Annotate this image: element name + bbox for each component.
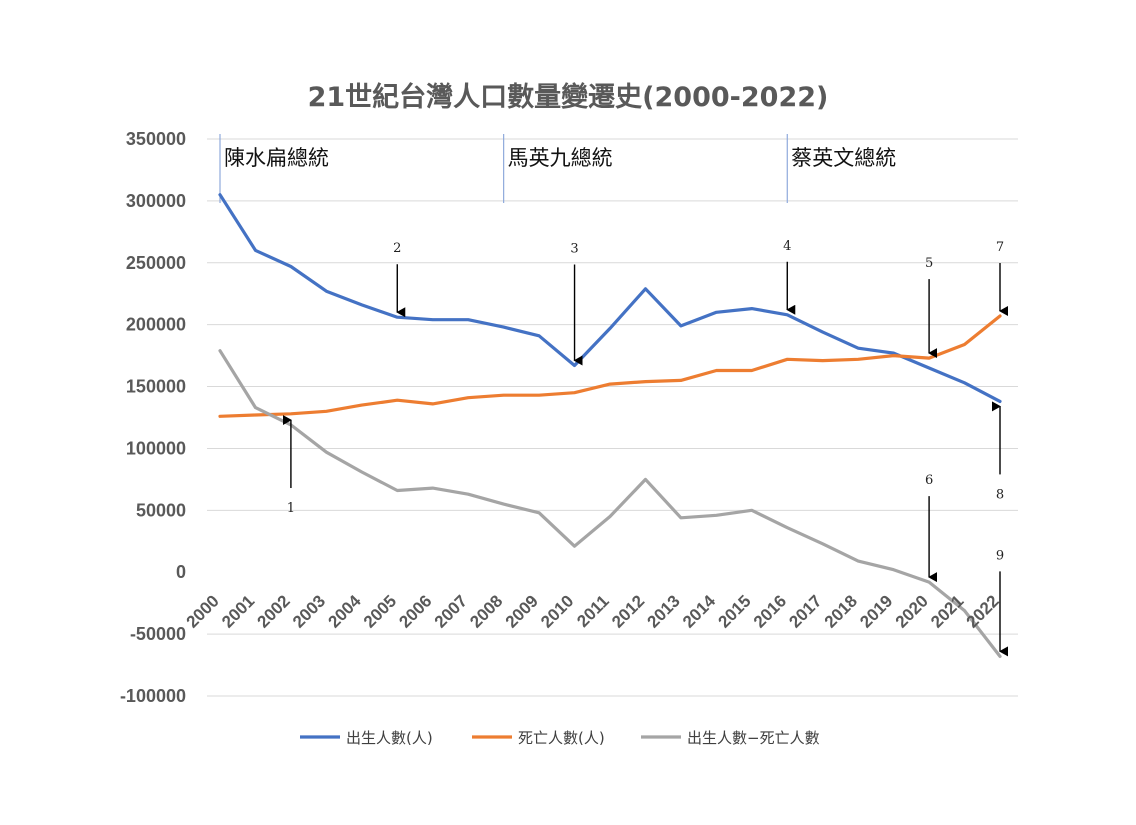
legend-label: 出生人數−死亡人數 <box>687 729 820 747</box>
series-line <box>218 193 1002 403</box>
x-tick-label: 2013 <box>644 591 684 631</box>
x-tick-label: 2007 <box>431 591 471 631</box>
x-tick-label: 2010 <box>537 591 577 631</box>
x-tick-label: 2003 <box>289 591 329 631</box>
y-tick-label: 0 <box>176 562 186 582</box>
x-tick-label: 2020 <box>892 591 932 631</box>
annotations: 1 2 3 4 5 6 7 8 9 <box>282 239 1008 657</box>
x-tick-label: 2008 <box>466 591 506 631</box>
x-tick-label: 2011 <box>573 591 613 631</box>
x-tick-label: 2000 <box>183 591 223 631</box>
y-tick-label: 300000 <box>126 191 186 211</box>
x-tick-label: 2005 <box>360 591 400 631</box>
annotation-label: 5 <box>925 256 933 271</box>
x-tick-label: 2006 <box>395 591 435 631</box>
y-tick-label: 350000 <box>126 129 186 149</box>
chart-title: 21世紀台灣人口數量變遷史(2000-2022) <box>308 81 829 113</box>
x-tick-label: 2018 <box>821 591 861 631</box>
series-line <box>218 349 1002 659</box>
annotation-label: 9 <box>996 548 1004 563</box>
series-line <box>218 314 1002 418</box>
y-tick-label: 200000 <box>126 315 186 335</box>
annotation-label: 4 <box>783 239 791 254</box>
x-tick-label: 2009 <box>502 591 542 631</box>
annotation-label: 1 <box>287 501 295 516</box>
x-tick-label: 2021 <box>927 591 967 631</box>
y-tick-label: -50000 <box>130 624 186 644</box>
x-tick-label: 2002 <box>254 591 294 631</box>
annotation-label: 2 <box>393 241 401 256</box>
x-tick-label: 2012 <box>608 591 648 631</box>
era-markers: 陳水扁總統 馬英九總統 蔡英文總統 <box>219 134 896 203</box>
y-tick-label: 50000 <box>136 500 186 520</box>
x-tick-label: 2019 <box>856 591 896 631</box>
x-tick-label: 2001 <box>218 591 258 631</box>
annotation-label: 3 <box>570 242 578 257</box>
annotation-label: 7 <box>996 240 1004 255</box>
y-tick-label: 150000 <box>126 377 186 397</box>
x-axis-ticks: 2000200120022003200420052006200720082009… <box>183 591 1003 632</box>
legend: 出生人數(人) 死亡人數(人) 出生人數−死亡人數 <box>300 729 820 747</box>
y-tick-label: -100000 <box>120 686 186 706</box>
annotation-label: 6 <box>925 473 933 488</box>
x-tick-label: 2016 <box>750 591 790 631</box>
y-axis-ticks: -100000 -50000 0 50000 100000 150000 200000 250… <box>120 129 186 706</box>
x-tick-label: 2022 <box>963 591 1003 631</box>
x-tick-label: 2014 <box>679 591 720 632</box>
era-label: 馬英九總統 <box>508 146 613 170</box>
era-label: 蔡英文總統 <box>791 146 896 170</box>
legend-label: 死亡人數(人) <box>518 729 605 747</box>
legend-label: 出生人數(人) <box>346 729 433 747</box>
era-label: 陳水扁總統 <box>224 146 329 170</box>
x-tick-label: 2017 <box>785 591 825 631</box>
x-tick-label: 2004 <box>324 591 365 632</box>
y-tick-label: 100000 <box>126 438 186 458</box>
annotation-label: 8 <box>996 487 1004 502</box>
series-lines <box>218 193 1002 659</box>
y-tick-label: 250000 <box>126 253 186 273</box>
x-tick-label: 2015 <box>714 591 754 631</box>
